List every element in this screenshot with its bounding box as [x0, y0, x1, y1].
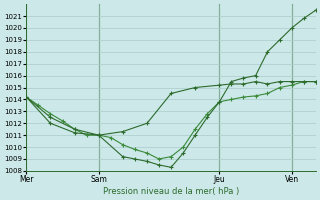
X-axis label: Pression niveau de la mer( hPa ): Pression niveau de la mer( hPa )	[103, 187, 239, 196]
